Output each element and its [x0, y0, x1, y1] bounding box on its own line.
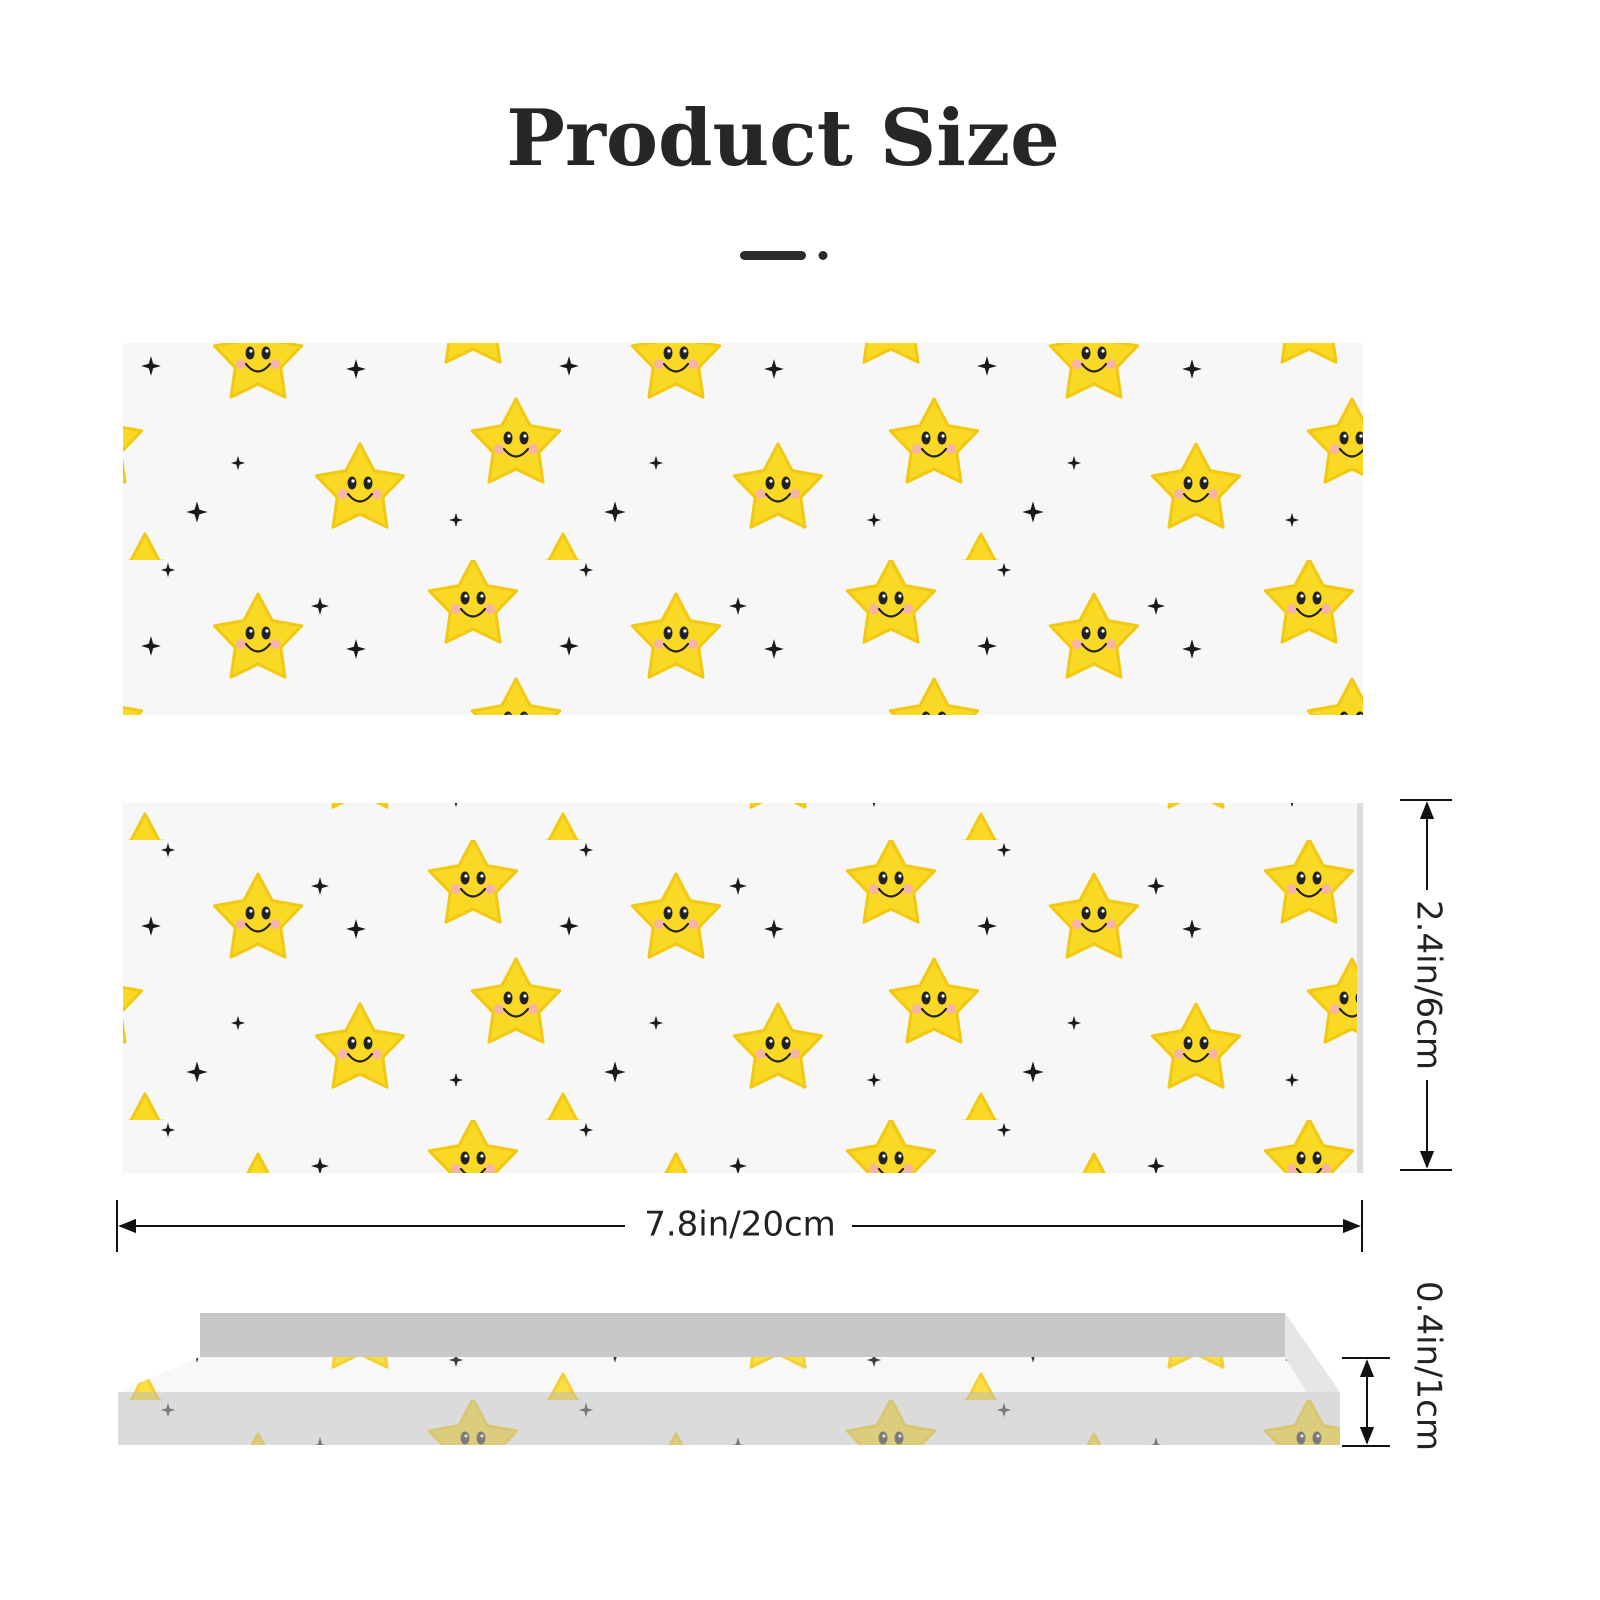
front-face-print [118, 1392, 1340, 1445]
divider-bar [740, 251, 806, 260]
top-surface [118, 1357, 1340, 1392]
width-label: 7.8in/20cm [644, 1205, 836, 1245]
back-wall [200, 1313, 1285, 1357]
divider-dot [818, 251, 828, 260]
height-label: 2.4in/6cm [1409, 900, 1449, 1070]
thickness-label: 0.4in/1cm [1409, 1281, 1449, 1451]
height-dimension: 2.4in/6cm [1400, 799, 1452, 1171]
top-view [123, 343, 1363, 715]
side-view [118, 1313, 1340, 1445]
front-view [123, 803, 1363, 1173]
thickness-dimension: 0.4in/1cm [1342, 1281, 1449, 1451]
edge [1357, 803, 1363, 1173]
title: Product Size [506, 93, 1060, 184]
width-dimension: 7.8in/20cm [116, 1200, 1363, 1252]
